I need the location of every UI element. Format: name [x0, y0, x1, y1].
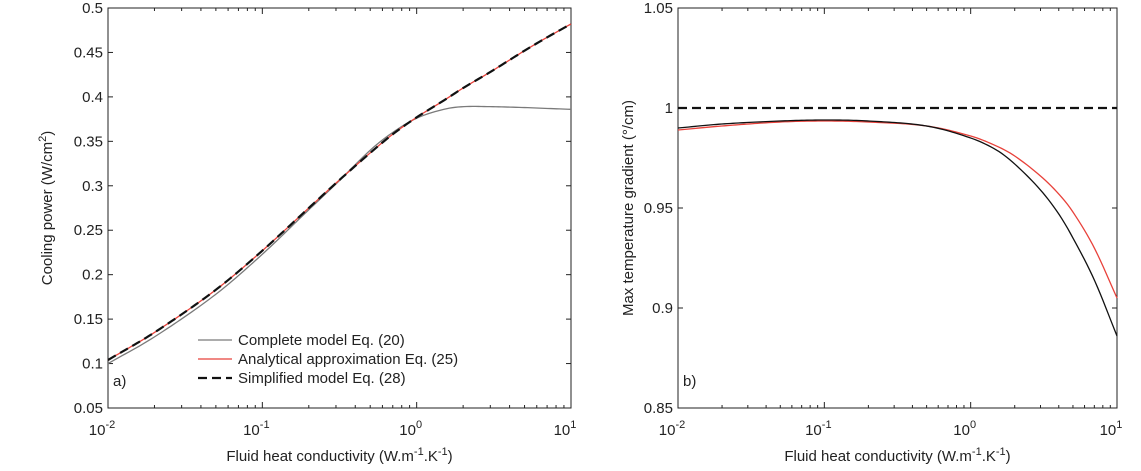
y-tick-label: 0.85	[644, 400, 673, 417]
series-line-1	[677, 120, 1118, 299]
chart-panel-a: 0.05 0.1 0.15 0.2 0.25 0.3 0.35 0.4 0.45 0.5 10-2 1…	[37, 0, 576, 465]
y-tick-label: 0.95	[644, 200, 673, 217]
x-tick-label: 10-1	[243, 419, 269, 439]
y-tick-label: 0.45	[74, 44, 103, 61]
y-tick-label: 0.35	[74, 133, 103, 150]
y-axis-label: Max temperature gradient (°/cm)	[620, 100, 637, 316]
y-tick-label: 0.2	[82, 267, 103, 284]
panel-label: a)	[113, 373, 126, 390]
y-tick-label: 0.15	[74, 311, 103, 328]
x-tick-label: 101	[554, 419, 577, 439]
legend: Complete model Eq. (20) Analytical approx…	[198, 332, 458, 387]
y-tick-label: 0.3	[82, 178, 103, 195]
legend-entry: Simplified model Eq. (28)	[238, 370, 406, 387]
plot-frame	[107, 7, 572, 409]
x-axis-label: Fluid heat conductivity (W.m-1.K-1)	[784, 446, 1010, 465]
x-axis-label: Fluid heat conductivity (W.m-1.K-1)	[226, 446, 452, 465]
y-tick-label: 0.05	[74, 400, 103, 417]
x-tick-label: 100	[953, 419, 976, 439]
y-axis-label: Cooling power (W/cm2)	[37, 131, 56, 286]
series-line-1	[107, 23, 572, 361]
legend-entry: Analytical approximation Eq. (25)	[238, 351, 458, 368]
y-tick-label: 1	[665, 100, 673, 117]
x-tick-label: 10-2	[659, 419, 685, 439]
y-tick-label: 0.5	[82, 0, 103, 17]
y-tick-label: 1.05	[644, 0, 673, 17]
chart-panel-b: 0.85 0.9 0.95 1 1.05 10-2 10-1 100 101 b) Fluid he…	[620, 0, 1122, 465]
plot-frame	[677, 7, 1118, 409]
panel-label: b)	[683, 373, 696, 390]
y-tick-label: 0.1	[82, 356, 103, 373]
legend-entry: Complete model Eq. (20)	[238, 332, 405, 349]
y-tick-label: 0.4	[82, 89, 103, 106]
x-tick-label: 10-1	[805, 419, 831, 439]
y-tick-label: 0.9	[652, 300, 673, 317]
x-tick-label: 100	[399, 419, 422, 439]
x-tick-label: 10-2	[89, 419, 115, 439]
series-line-2	[107, 23, 572, 361]
series-line-0	[107, 105, 572, 365]
x-tick-label: 101	[1100, 419, 1123, 439]
series-line-2	[677, 119, 1118, 337]
y-tick-label: 0.25	[74, 222, 103, 239]
